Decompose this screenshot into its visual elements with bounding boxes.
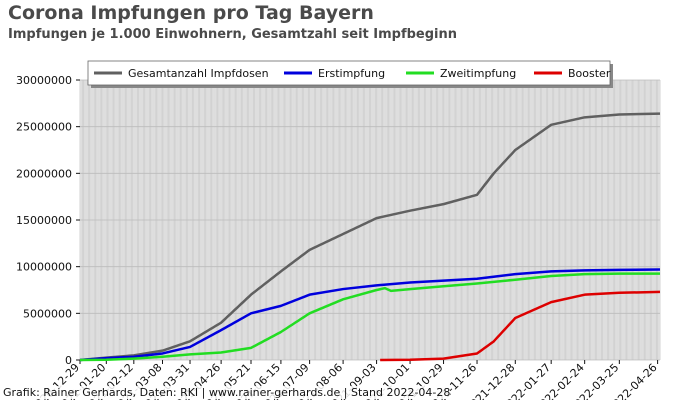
legend: Gesamtanzahl Impfdosen Erstimpfung Zweitim… (87, 60, 613, 88)
legend-label: Erstimpfung (318, 67, 385, 80)
chart-subtitle: Impfungen je 1.000 Einwohnern, Gesamtzah… (8, 27, 458, 42)
chart-title: Corona Impfungen pro Tag Bayern (8, 2, 374, 24)
y-tick-label: 10000000 (16, 261, 72, 274)
legend-label: Booster (568, 67, 611, 80)
y-tick-label: 20000000 (16, 167, 72, 180)
series-line-3 (79, 272, 660, 362)
series-line-1 (79, 112, 661, 362)
y-tick-label: 30000000 (16, 74, 72, 87)
legend-box (87, 60, 611, 86)
legend-label: Gesamtanzahl Impfdosen (128, 67, 269, 80)
y-tick-label: 15000000 (16, 214, 72, 227)
series-line-4 (380, 290, 661, 362)
y-axis: 0 5000000 10000000 15000000 20000000 25000000… (16, 74, 80, 367)
y-tick-label: 25000000 (16, 121, 72, 134)
legend-label: Zweitimpfung (440, 67, 516, 80)
y-tick-label: 5000000 (23, 307, 72, 320)
y-tick-label: 0 (65, 354, 72, 367)
series-lines (79, 112, 661, 362)
footer-credit: Grafik: Rainer Gerhards, Daten: RKI | ww… (3, 386, 451, 399)
series-line-2 (79, 268, 661, 362)
